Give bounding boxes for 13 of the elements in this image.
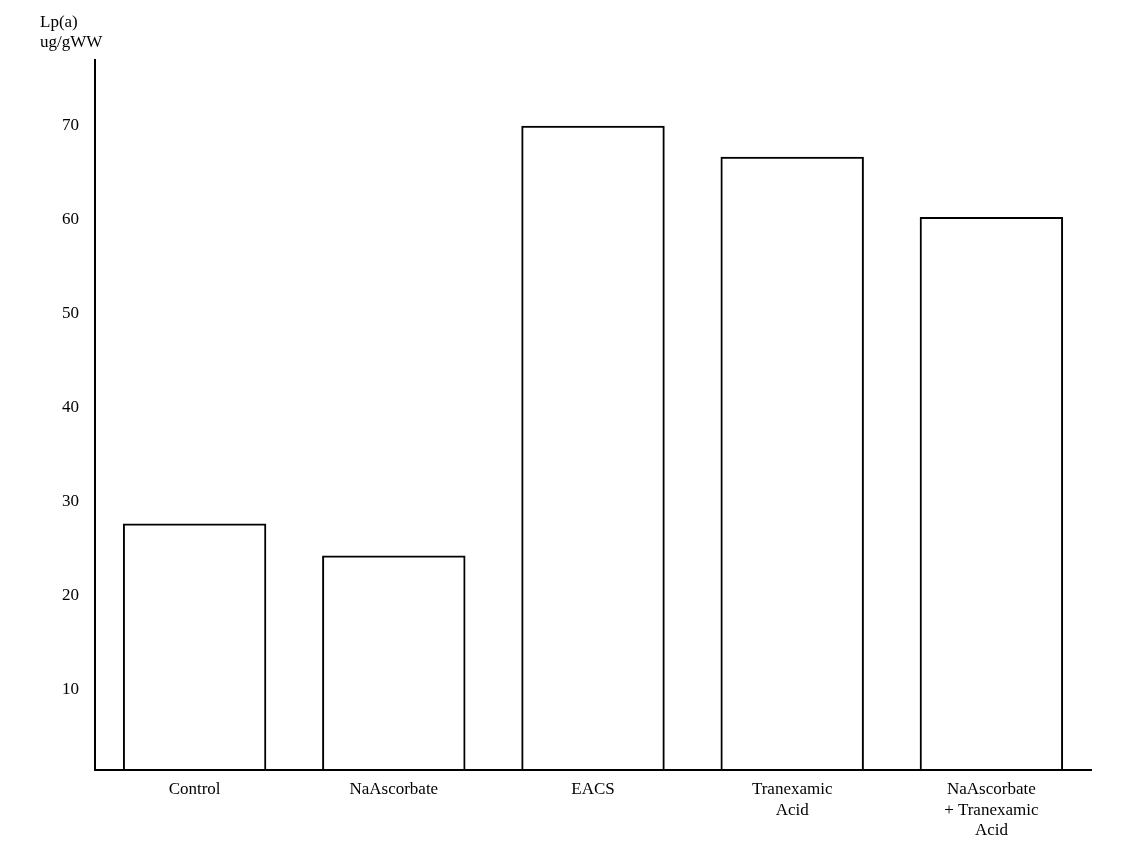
y-tick-label: 30 (62, 491, 79, 511)
y-tick-label: 10 (62, 679, 79, 699)
y-tick-label: 60 (62, 209, 79, 229)
x-tick-label: NaAscorbate + Tranexamic Acid (944, 779, 1039, 840)
x-tick-label: Control (168, 779, 221, 799)
y-tick-label: 70 (62, 115, 79, 135)
y-axis-title: Lp(a) ug/gWW (40, 11, 104, 51)
x-tick-label: NaAscorbate (349, 779, 439, 799)
y-tick-label: 20 (62, 585, 79, 605)
y-tick-label: 40 (62, 397, 79, 417)
y-tick-label: 50 (62, 303, 79, 323)
x-tick-label: EACS (571, 779, 615, 799)
x-tick-label: Tranexamic Acid (751, 779, 833, 819)
